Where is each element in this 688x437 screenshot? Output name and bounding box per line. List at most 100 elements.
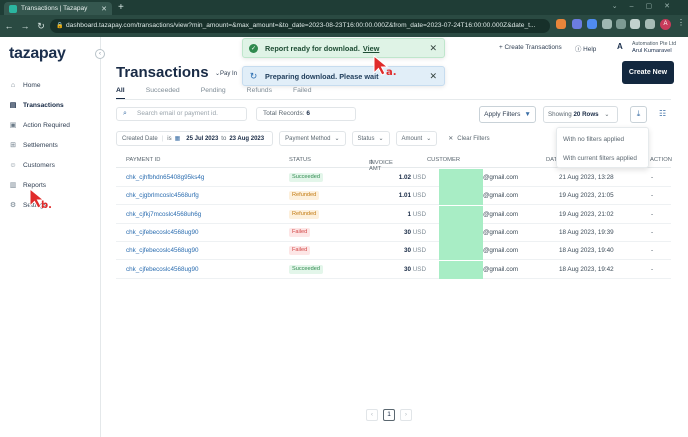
columns-icon[interactable]: ☷ <box>659 109 667 118</box>
help-link[interactable]: ⓘ Help <box>575 44 596 53</box>
transaction-date: 18 Aug 2023, 19:42 <box>559 265 614 273</box>
back-icon[interactable]: ← <box>4 21 14 31</box>
search-input[interactable]: ⌕ Search email or payment id. <box>116 107 247 121</box>
table-row[interactable]: chk_cjfebecoslc4568ug90 Succeeded 30 USD @g… <box>116 260 671 279</box>
row-action[interactable]: - <box>651 247 654 255</box>
rows-per-page-select[interactable]: Showing 20 Rows ⌄ <box>543 106 618 123</box>
payment-id-link[interactable]: chk_cjgbrlmcoslc4568urfg <box>126 192 199 200</box>
browser-profile-avatar[interactable]: A <box>660 19 671 30</box>
next-page-button[interactable]: › <box>400 409 412 421</box>
create-new-button[interactable]: Create New <box>622 61 674 84</box>
forward-icon[interactable]: → <box>20 21 30 31</box>
apply-filters-button[interactable]: Apply Filters ▼ <box>479 106 536 123</box>
row-action[interactable]: - <box>651 265 654 273</box>
payment-id-link[interactable]: chk_cjfebecoslc4568ug90 <box>126 247 199 255</box>
window-controls[interactable]: ⌄–▢✕ <box>611 3 682 10</box>
reload-icon[interactable]: ↻ <box>37 20 45 31</box>
amount-currency: USD <box>412 247 426 255</box>
amount-value: 1 <box>407 210 411 218</box>
sidebar: tazapay ‹ ⌂ Home ▤ Transactions ▣ Action… <box>0 37 105 437</box>
close-icon[interactable]: ✕ <box>429 43 437 53</box>
table-row[interactable]: chk_cjfebecoslc4568ug90 Failed 30 USD @gmai… <box>116 223 671 242</box>
sidebar-item-transactions[interactable]: ▤ Transactions <box>9 99 64 111</box>
account-avatar[interactable]: A <box>617 42 623 51</box>
close-icon[interactable]: ✕ <box>429 71 437 81</box>
tab-refunds[interactable]: Refunds <box>246 87 272 94</box>
page-1-button[interactable]: 1 <box>383 409 395 421</box>
extension-u-icon[interactable] <box>556 19 566 29</box>
amount-value: 1.01 <box>398 192 411 200</box>
payment-id-link[interactable]: chk_cjfebecoslc4568ug90 <box>126 265 199 273</box>
sidebar-item-action-required[interactable]: ▣ Action Required <box>9 119 70 131</box>
address-bar[interactable]: 🔒 dashboard.tazapay.com/transactions/vie… <box>50 19 550 33</box>
browser-tab[interactable]: Transactions | Tazapay ✕ <box>4 2 112 15</box>
created-date-filter[interactable]: Created Date | is ▦ 25 Jul 2023 to 23 Au… <box>116 131 274 146</box>
pay-in-dropdown[interactable]: ⌄Pay In <box>215 71 238 77</box>
status-filter[interactable]: Status ⌄ <box>351 131 390 146</box>
amount-value: 30 <box>403 247 411 255</box>
row-action[interactable]: - <box>651 210 654 218</box>
extension-circle-icon[interactable] <box>572 19 582 29</box>
cursor-pointer-icon <box>29 187 45 209</box>
invoice-amount: 1 USD <box>378 211 426 218</box>
invoice-amount: 1.01 USD <box>378 192 426 199</box>
sidebar-item-customers[interactable]: ☺ Customers <box>9 159 54 171</box>
customer-email: @gmail.com <box>483 265 519 273</box>
refresh-icon: ↻ <box>249 70 258 81</box>
report-ready-toast: ✓ Report ready for download. View ✕ <box>242 38 445 58</box>
puzzle-icon[interactable] <box>630 19 640 29</box>
sidebar-item-settlements[interactable]: ⊞ Settlements <box>9 139 58 151</box>
table-row[interactable]: chk_cjfebecoslc4568ug90 Failed 30 USD @gmai… <box>116 242 671 261</box>
row-action[interactable]: - <box>651 228 654 236</box>
amount-filter[interactable]: Amount ⌄ <box>395 131 438 146</box>
row-action[interactable]: - <box>651 192 654 200</box>
settlements-icon: ⊞ <box>10 142 16 149</box>
extension-check-icon[interactable] <box>602 19 612 29</box>
table-row[interactable]: chk_cjgbrlmcoslc4568urfg Refunded 1.01 USD… <box>116 187 671 206</box>
tab-succeeded[interactable]: Succeeded <box>145 87 180 94</box>
clear-filters-button[interactable]: ✕ Clear Filters <box>443 131 494 146</box>
transaction-date: 21 Aug 2023, 13:28 <box>559 174 614 181</box>
sidebar-item-label: Reports <box>23 181 47 189</box>
view-report-link[interactable]: View <box>362 43 380 53</box>
kebab-menu-icon[interactable]: ⋮ <box>677 18 685 27</box>
address-url: dashboard.tazapay.com/transactions/view?… <box>66 22 536 29</box>
table-row[interactable]: chk_cjhfbhdn65408g95ks4g Succeeded 1.02 US… <box>116 169 671 187</box>
account-menu[interactable]: Automation Pte Ltd Arul Kumaravel <box>632 41 676 55</box>
create-transactions-link[interactable]: + Create Transactions <box>499 44 562 51</box>
payment-id-link[interactable]: chk_cjhfbhdn65408g95ks4g <box>126 174 205 181</box>
browser-tabbar: Transactions | Tazapay ✕ + ⌄–▢✕ <box>0 0 688 15</box>
download-button[interactable]: ⤓ <box>630 106 647 123</box>
col-date[interactable]: DATE <box>546 157 562 163</box>
sidebar-item-reports[interactable]: ▥ Reports <box>9 179 46 191</box>
table-row[interactable]: chk_cjfkj7mcoslc4568uh6g Refunded 1 USD @gm… <box>116 205 671 224</box>
sidebar-item-label: Transactions <box>23 101 64 109</box>
sidebar-item-home[interactable]: ⌂ Home <box>9 79 41 91</box>
payment-id-link[interactable]: chk_cjfebecoslc4568ug90 <box>126 228 199 236</box>
extension-download-icon[interactable] <box>616 19 626 29</box>
col-status[interactable]: STATUS <box>289 157 312 163</box>
row-action[interactable]: - <box>651 174 654 181</box>
sidepanel-icon[interactable] <box>645 19 655 29</box>
col-payment-id[interactable]: PAYMENT ID <box>126 157 161 163</box>
close-icon[interactable]: ✕ <box>101 5 107 13</box>
tab-pending[interactable]: Pending <box>200 87 226 94</box>
main-content: + Create Transactions ⓘ Help A Automatio… <box>101 37 688 437</box>
report-ready-text: Report ready for download. <box>265 43 360 53</box>
download-icon: ⤓ <box>636 109 641 118</box>
payment-id-link[interactable]: chk_cjfkj7mcoslc4568uh6g <box>126 210 202 218</box>
download-option-no-filters[interactable]: With no filters applied <box>563 136 625 143</box>
new-tab-button[interactable]: + <box>118 2 124 13</box>
prev-page-button[interactable]: ‹ <box>366 409 378 421</box>
customer-redaction <box>439 205 483 224</box>
payment-method-filter[interactable]: Payment Method ⌄ <box>279 131 346 146</box>
sidebar-item-settings[interactable]: ⚙ Settings <box>9 199 47 211</box>
sort-icon[interactable]: ⇕ <box>369 160 374 166</box>
chevron-left-icon[interactable]: ‹ <box>95 49 105 59</box>
download-option-current-filters[interactable]: With current filters applied <box>563 155 637 162</box>
status-badge: Refunded <box>289 191 320 201</box>
extension-blue-icon[interactable] <box>587 19 597 29</box>
filter-divider: | <box>161 135 164 142</box>
tab-failed[interactable]: Failed <box>292 87 312 94</box>
col-customer[interactable]: CUSTOMER <box>427 157 461 163</box>
